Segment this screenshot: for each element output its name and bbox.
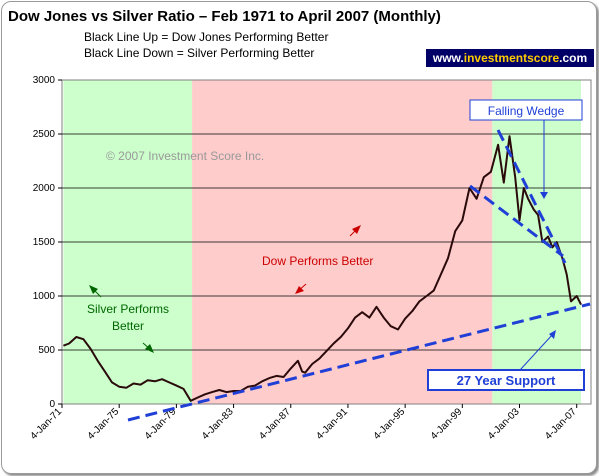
y-axis-ticks: 0 500 1000 1500 2000 2500 3000: [33, 75, 62, 410]
x-tick-label: 4-Jan-83: [200, 406, 236, 442]
x-tick-label: 4-Jan-95: [372, 406, 408, 442]
x-tick-label: 4-Jan-75: [86, 406, 122, 442]
x-tick-label: 4-Jan-07: [543, 406, 579, 442]
x-tick-label: 4-Jan-03: [486, 406, 522, 442]
silver-label-line: Silver Performs: [87, 302, 169, 316]
dow-arrows: [295, 225, 361, 294]
y-tick-label: 1500: [33, 237, 56, 248]
x-tick-label: 4-Jan-79: [143, 406, 179, 442]
brand-highlight: investmentscore: [463, 51, 560, 65]
y-tick-label: 500: [38, 345, 55, 356]
x-tick-label: 4-Jan-99: [429, 406, 465, 442]
y-tick-label: 2000: [33, 183, 56, 194]
silver-arrows: [89, 285, 154, 353]
brand-suffix: .com: [559, 51, 588, 65]
y-tick-label: 2500: [33, 129, 56, 140]
ratio-line: [63, 135, 582, 402]
x-tick-label: 4-Jan-87: [257, 406, 293, 442]
trendlines: [127, 129, 591, 422]
brand-prefix: www.: [432, 51, 464, 65]
brand-banner: www.investmentscore.com: [426, 49, 594, 67]
support-callout: 27 Year Support: [427, 330, 585, 391]
x-tick-label: 4-Jan-71: [28, 406, 64, 442]
silver-label-line: Better: [112, 319, 144, 333]
silver-performs-label: Silver Performs Better: [87, 302, 169, 333]
chart-title: Dow Jones vs Silver Ratio – Feb 1971 to …: [8, 8, 441, 25]
y-tick-label: 0: [49, 399, 55, 410]
watermark: © 2007 Investment Score Inc.: [106, 149, 264, 163]
falling-wedge-callout: Falling Wedge: [469, 99, 583, 199]
support-label: 27 Year Support: [457, 373, 556, 388]
subtitle-line-2: Black Line Down = Silver Performing Bett…: [84, 46, 315, 60]
y-tick-label: 1000: [33, 291, 56, 302]
x-axis-ticks: 4-Jan-71 4-Jan-75 4-Jan-79 4-Jan-83 4-Jan-87…: [28, 404, 579, 442]
falling-wedge-label: Falling Wedge: [488, 104, 565, 118]
dow-performs-label: Dow Performs Better: [262, 254, 373, 268]
subtitle-line-1: Black Line Up = Dow Jones Performing Bet…: [84, 30, 329, 44]
x-tick-label: 4-Jan-91: [314, 406, 350, 442]
y-tick-label: 3000: [33, 75, 56, 86]
